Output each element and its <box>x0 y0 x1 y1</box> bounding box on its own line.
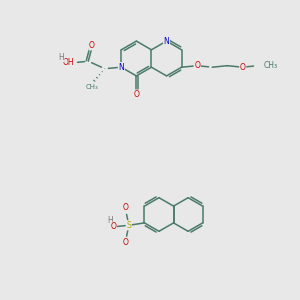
Text: N: N <box>118 63 124 72</box>
Text: O: O <box>194 61 200 70</box>
Text: O: O <box>134 90 139 99</box>
Text: CH₃: CH₃ <box>86 84 99 90</box>
Text: H: H <box>107 216 113 225</box>
Text: O: O <box>110 222 116 231</box>
Text: S: S <box>127 221 131 230</box>
Text: CH₃: CH₃ <box>264 61 278 70</box>
Text: H: H <box>58 53 64 62</box>
Text: O: O <box>240 63 246 72</box>
Text: O: O <box>123 203 129 212</box>
Text: OH: OH <box>63 58 74 67</box>
Text: O: O <box>123 238 129 247</box>
Text: O: O <box>89 41 95 50</box>
Text: N: N <box>164 37 169 46</box>
